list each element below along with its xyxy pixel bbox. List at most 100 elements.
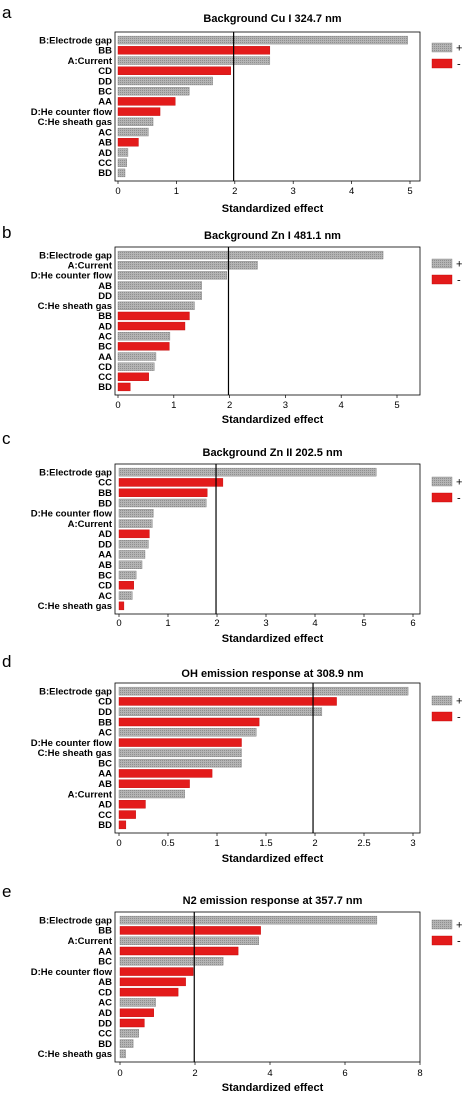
bar-cd <box>119 987 179 997</box>
bar-ab <box>117 281 202 290</box>
bar-label: AB <box>98 281 112 292</box>
bar-label: AD <box>98 529 112 540</box>
bar-label: BC <box>98 86 112 97</box>
bar-bd <box>117 168 126 178</box>
bar-label: AC <box>98 998 112 1009</box>
bar-bc <box>118 570 137 580</box>
legend-swatch-positive <box>431 42 453 53</box>
bar-label: D:He counter flow <box>31 967 113 978</box>
x-tick-label: 2 <box>232 186 237 197</box>
legend: +- <box>431 696 462 724</box>
bar-label: BB <box>98 46 112 57</box>
x-tick-label: 3 <box>283 400 288 411</box>
bar-label: D:He counter flow <box>31 107 113 118</box>
bar-label: AA <box>98 97 112 108</box>
bar-label: DD <box>98 291 112 302</box>
bar-label: CD <box>98 581 112 592</box>
bar-label: B:Electrode gap <box>39 686 112 697</box>
bar-label: CD <box>98 362 112 373</box>
bar-a-current <box>118 519 153 528</box>
bar-label: A:Current <box>68 936 113 947</box>
chart-title: N2 emission response at 357.7 nm <box>183 895 363 907</box>
bar-label: C:He sheath gas <box>38 117 112 128</box>
chart-title: Background Zn II 202.5 nm <box>203 447 343 459</box>
bar-label: CD <box>98 987 112 998</box>
bar-label: A:Current <box>68 519 113 530</box>
chart-title: Background Cu I 324.7 nm <box>203 13 341 25</box>
bar-ad <box>119 1008 154 1017</box>
bar-label: CC <box>98 158 112 169</box>
bar-label: AD <box>98 148 112 159</box>
bar-bd <box>119 1039 134 1048</box>
bar-label: CC <box>98 478 112 489</box>
x-tick-label: 2.5 <box>357 838 370 849</box>
bar-label: BD <box>98 382 112 393</box>
bar-c-he-sheath-gas <box>118 601 125 611</box>
bar-d-he-counter-flow <box>117 271 228 280</box>
legend-swatch-negative <box>431 711 453 722</box>
bar-a-current <box>117 261 258 270</box>
bar-d-he-counter-flow <box>119 967 194 976</box>
x-tick-label: 1 <box>171 400 176 411</box>
x-tick-label: 4 <box>339 400 344 411</box>
bar-label: C:He sheath gas <box>38 1049 112 1060</box>
legend: +- <box>431 920 462 948</box>
bar-cc <box>118 478 224 487</box>
bar-cc <box>117 158 127 167</box>
legend-label-positive: + <box>456 920 462 932</box>
x-tick-label: 1 <box>214 838 219 849</box>
legend-swatch-negative <box>431 274 453 285</box>
bar-label: AA <box>98 769 112 780</box>
bar-label: AA <box>98 550 112 561</box>
bar-label: B:Electrode gap <box>39 35 112 46</box>
x-axis-label: Standardized effect <box>222 414 324 426</box>
bar-aa <box>118 550 146 559</box>
bar-dd <box>117 291 202 300</box>
bar-label: AC <box>98 127 112 138</box>
x-tick-label: 3 <box>410 838 415 849</box>
bar-d-he-counter-flow <box>117 107 161 116</box>
x-tick-label: 4 <box>312 618 317 629</box>
bar-cd <box>117 66 231 75</box>
bar-cd <box>118 581 134 590</box>
legend-label-negative: - <box>457 493 461 505</box>
bar-b-electrode-gap <box>118 686 409 696</box>
bar-label: CC <box>98 372 112 383</box>
x-tick-label: 0.5 <box>161 838 174 849</box>
bar-label: A:Current <box>68 789 113 800</box>
bar-ac <box>118 591 133 600</box>
x-tick-label: 3 <box>291 186 296 197</box>
x-tick-label: 0 <box>115 186 120 197</box>
bar-label: D:He counter flow <box>31 509 113 520</box>
bar-bb <box>118 717 260 727</box>
chart-title: OH emission response at 308.9 nm <box>181 668 363 680</box>
bar-bd <box>118 498 207 508</box>
panel-letter: c <box>2 429 11 448</box>
bar-ab <box>118 779 190 788</box>
legend: +- <box>431 42 462 71</box>
bar-cc <box>117 372 149 381</box>
bar-ad <box>118 529 150 539</box>
x-tick-label: 2 <box>227 400 232 411</box>
plot-frame <box>114 682 421 834</box>
bar-b-electrode-gap <box>117 250 384 260</box>
x-tick-label: 1 <box>165 618 170 629</box>
plot-frame <box>114 463 421 615</box>
bar-dd <box>119 1018 145 1028</box>
x-tick-label: 5 <box>407 186 412 197</box>
bar-label: BB <box>98 926 112 937</box>
bar-label: A:Current <box>68 56 113 67</box>
bar-bb <box>117 311 190 321</box>
x-tick-label: 2 <box>192 1068 197 1079</box>
bar-label: BC <box>98 342 112 353</box>
bar-cd <box>118 697 337 706</box>
legend-swatch-positive <box>431 258 453 269</box>
bar-aa <box>117 352 157 361</box>
bar-d-he-counter-flow <box>118 738 242 747</box>
legend-label-positive: + <box>456 477 462 489</box>
x-axis-label: Standardized effect <box>222 853 324 865</box>
bar-label: AB <box>98 560 112 571</box>
legend-swatch-negative <box>431 492 453 503</box>
plot-frame <box>114 246 421 396</box>
bar-label: AB <box>98 779 112 790</box>
